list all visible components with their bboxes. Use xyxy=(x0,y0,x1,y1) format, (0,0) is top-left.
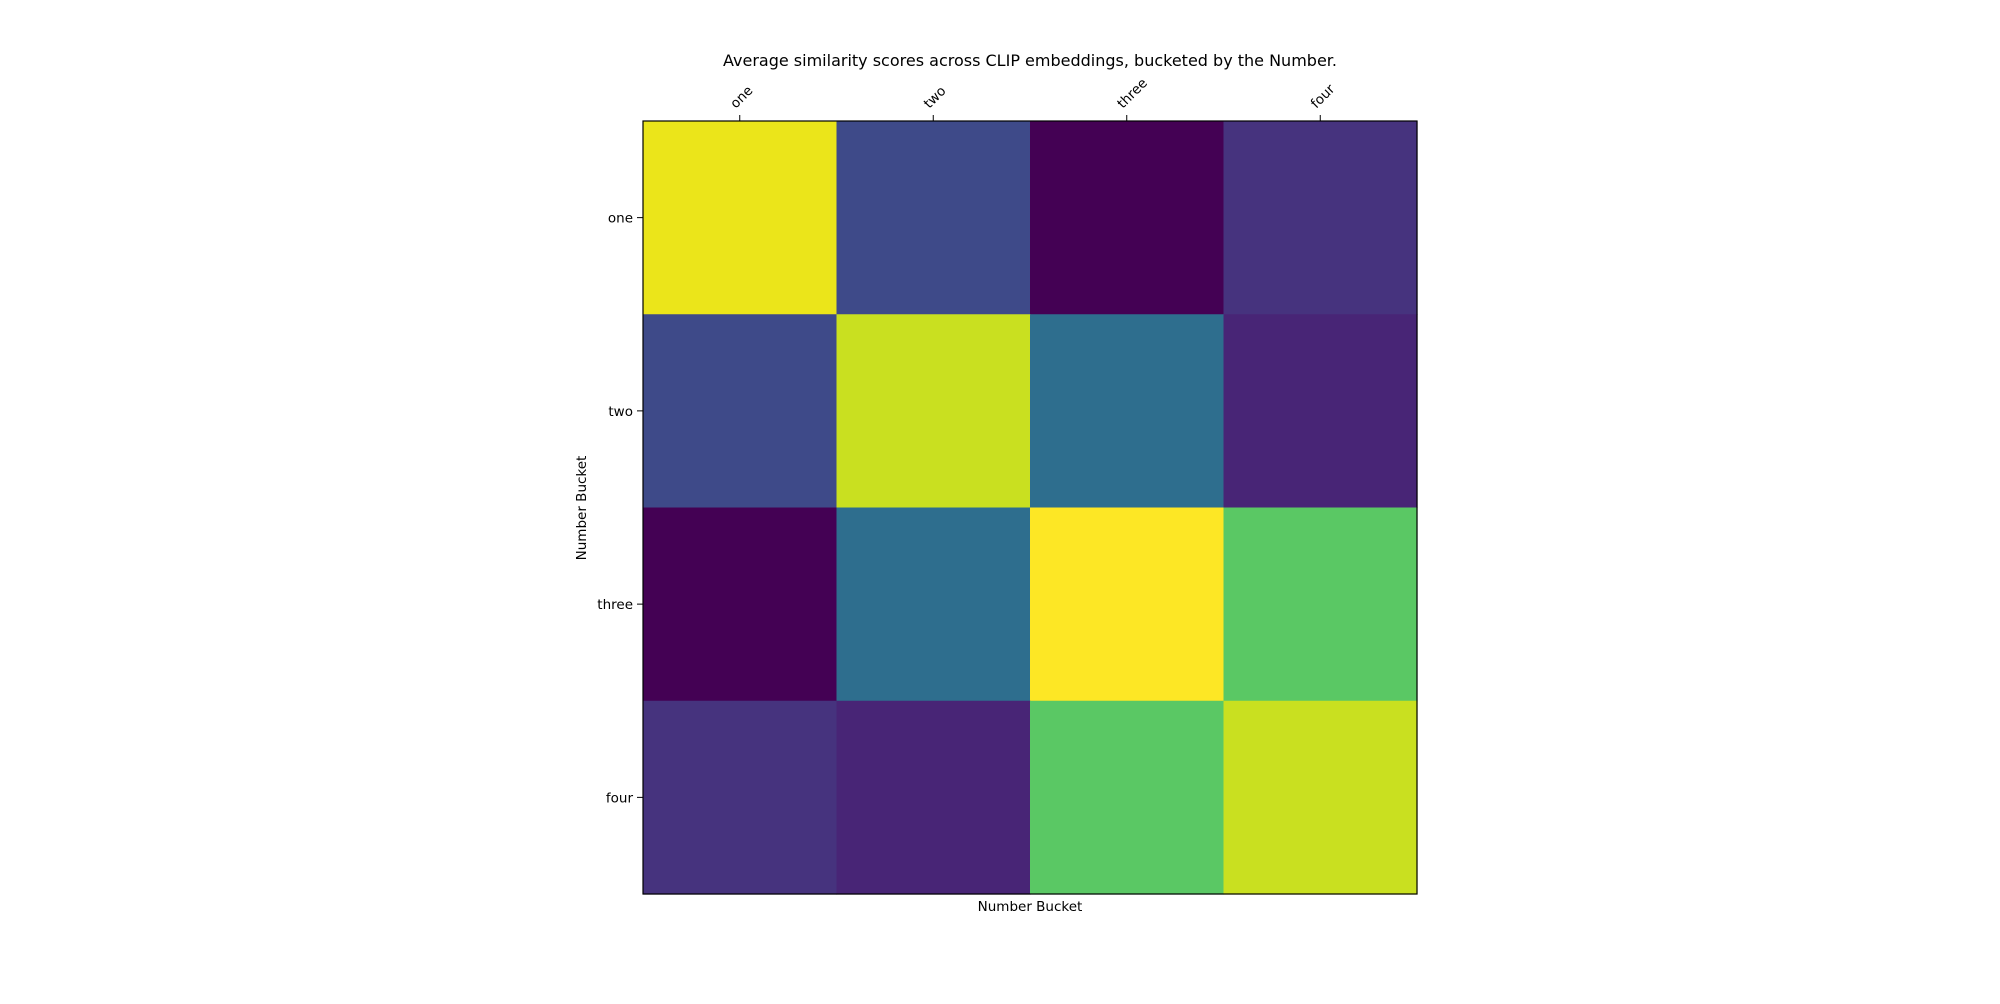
x-axis-label: Number Bucket xyxy=(978,899,1083,915)
heatmap-cell-three-four xyxy=(1223,507,1418,702)
heatmap-cell-three-one xyxy=(643,507,838,702)
heatmap-cell-three-three xyxy=(1030,507,1225,702)
y-tick-label-four: four xyxy=(606,790,634,806)
heatmap-cell-four-three xyxy=(1030,700,1225,895)
y-axis-label: Number Bucket xyxy=(574,456,590,561)
heatmap-cell-four-four xyxy=(1223,700,1418,895)
y-tick-label-one: one xyxy=(608,211,633,227)
heatmap-cell-one-one xyxy=(643,121,838,315)
heatmap-cell-four-two xyxy=(836,700,1031,895)
y-tick-label-three: three xyxy=(597,597,633,613)
chart-title: Average similarity scores across CLIP em… xyxy=(723,51,1337,70)
plot-frame xyxy=(642,120,1418,895)
heatmap-cell-three-two xyxy=(836,507,1031,702)
x-tick-label-four: four xyxy=(1308,81,1339,112)
heatmap-cells xyxy=(643,121,1418,895)
x-tick-label-two: two xyxy=(921,83,950,112)
heatmap-cell-one-four xyxy=(1223,121,1418,315)
heatmap-cell-two-two xyxy=(836,314,1031,509)
heatmap-cell-two-one xyxy=(643,314,838,509)
heatmap-cell-two-three xyxy=(1030,314,1225,509)
y-tick-label-two: two xyxy=(608,404,633,420)
heatmap-cell-four-one xyxy=(643,700,838,895)
x-tick-label-three: three xyxy=(1114,75,1151,112)
x-tick-label-one: one xyxy=(727,83,756,112)
heatmap-cell-one-three xyxy=(1030,121,1225,315)
x-axis-ticks: one two three four xyxy=(727,75,1339,121)
y-axis-ticks: one two three four xyxy=(597,211,643,806)
heatmap-cell-two-four xyxy=(1223,314,1418,509)
heatmap-cell-one-two xyxy=(836,121,1031,315)
